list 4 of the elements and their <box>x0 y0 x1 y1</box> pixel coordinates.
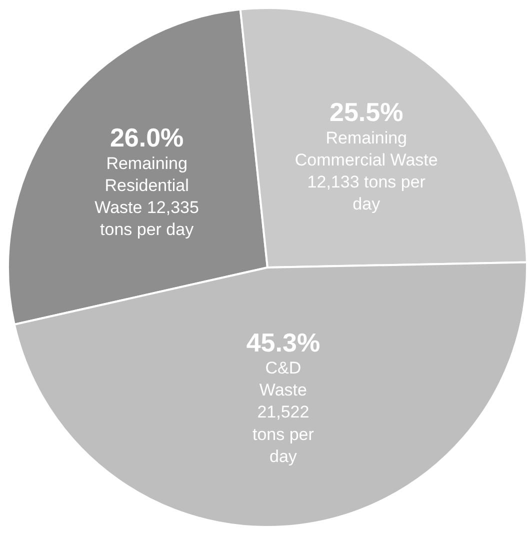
data-label: 26.0% <box>110 122 184 153</box>
slice-label: Remaining Residential Waste 12,335 tons per day <box>94 154 199 240</box>
data-label: 45.3% <box>246 327 320 358</box>
slice-label: C&D Waste 21,522 tons per day <box>252 358 314 466</box>
